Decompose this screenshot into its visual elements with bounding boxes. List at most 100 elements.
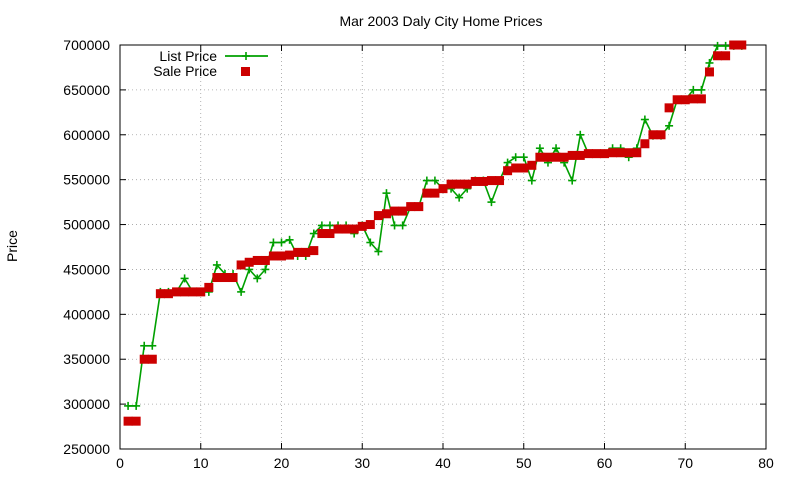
tick-labels: 0 10 20 30 40 50 60 70 80 250000 300000 350000 40000… — [63, 37, 774, 471]
x-tick-label: 0 — [116, 455, 124, 471]
data-point-list-price — [140, 341, 149, 350]
data-point-list-price — [705, 58, 714, 67]
data-point-sale-price — [600, 149, 609, 159]
data-point-sale-price — [591, 149, 601, 159]
data-point-list-price — [245, 265, 254, 274]
data-point-sale-price — [373, 211, 383, 221]
data-point-sale-price — [365, 220, 375, 230]
data-point-list-price — [689, 85, 698, 94]
data-point-sale-price — [357, 221, 367, 231]
data-point-sale-price — [180, 287, 190, 297]
data-point-sale-price — [664, 103, 674, 113]
data-point-list-price — [366, 238, 375, 247]
data-point-sale-price — [285, 250, 295, 260]
y-tick-label: 600000 — [63, 127, 110, 143]
data-point-list-price — [285, 235, 294, 244]
data-point-sale-price — [543, 152, 553, 162]
data-point-sale-price — [559, 152, 569, 162]
data-point-sale-price — [349, 224, 359, 234]
data-point-sale-price — [131, 416, 141, 426]
data-point-list-price — [374, 247, 383, 256]
data-point-sale-price — [155, 289, 165, 299]
data-point-sale-price — [656, 130, 666, 140]
legend-label-list-price: List Price — [159, 48, 217, 64]
data-point-sale-price — [333, 224, 343, 234]
x-tick-label: 80 — [758, 455, 774, 471]
y-tick-label: 250000 — [63, 441, 110, 457]
data-point-sale-price — [196, 287, 206, 297]
data-point-sale-price — [268, 251, 278, 261]
data-point-sale-price — [454, 179, 464, 189]
data-point-sale-price — [188, 287, 198, 297]
data-point-list-price — [519, 153, 528, 162]
data-point-sale-price — [398, 206, 408, 216]
x-tick-label: 50 — [516, 455, 532, 471]
data-point-sale-price — [172, 287, 182, 297]
data-point-sale-price — [721, 51, 731, 61]
data-point-sale-price — [648, 130, 658, 140]
data-point-sale-price — [446, 179, 456, 189]
data-point-sale-price — [729, 40, 739, 50]
data-point-list-price — [237, 287, 246, 296]
y-tick-label: 450000 — [63, 261, 110, 277]
data-point-sale-price — [567, 150, 577, 160]
x-tick-label: 30 — [354, 455, 370, 471]
data-point-sale-price — [583, 149, 593, 159]
data-point-sale-price — [511, 163, 521, 173]
data-point-sale-price — [147, 354, 157, 364]
data-point-list-price — [576, 130, 585, 139]
data-point-list-price — [455, 193, 464, 202]
data-point-sale-price — [462, 179, 472, 189]
data-point-list-price — [124, 401, 133, 410]
x-tick-label: 20 — [274, 455, 290, 471]
data-point-sale-price — [486, 176, 496, 186]
data-point-list-price — [261, 265, 270, 274]
data-point-list-price — [253, 274, 262, 283]
data-point-sale-price — [688, 94, 698, 104]
data-point-list-price — [422, 176, 431, 185]
chart-title: Mar 2003 Daly City Home Prices — [339, 13, 542, 29]
y-axis-label: Price — [4, 230, 20, 262]
data-point-sale-price — [672, 95, 682, 105]
data-point-list-price — [398, 221, 407, 230]
legend-label-sale-price: Sale Price — [153, 63, 217, 79]
data-point-sale-price — [341, 224, 351, 234]
data-point-list-price — [132, 401, 141, 410]
legend-marker-sale-price — [241, 67, 250, 76]
legend-plus-marker — [242, 52, 250, 60]
data-point-sale-price — [236, 260, 246, 270]
y-tick-label: 300000 — [63, 396, 110, 412]
data-point-sale-price — [252, 255, 262, 265]
data-point-sale-price — [430, 188, 440, 198]
axis-ticks — [119, 44, 767, 450]
data-point-sale-price — [277, 251, 286, 261]
data-point-sale-price — [713, 51, 723, 61]
data-point-sale-price — [680, 95, 690, 105]
data-point-list-price — [390, 221, 399, 230]
data-point-list-price — [527, 176, 536, 185]
data-point-sale-price — [519, 163, 529, 173]
data-point-sale-price — [414, 202, 424, 212]
legend-marker-list-price — [242, 52, 250, 60]
data-point-sale-price — [696, 94, 706, 104]
data-point-sale-price — [551, 152, 561, 162]
data-point-list-price — [511, 153, 520, 162]
data-point-sale-price — [244, 257, 254, 267]
data-point-sale-price — [220, 273, 230, 283]
y-tick-label: 700000 — [63, 37, 110, 53]
y-tick-label: 500000 — [63, 217, 110, 233]
grid — [120, 45, 766, 449]
data-point-sale-price — [495, 176, 505, 186]
data-point-sale-price — [381, 209, 391, 219]
data-point-list-price — [487, 198, 496, 207]
data-point-sale-price — [212, 273, 222, 283]
data-point-sale-price — [406, 202, 416, 212]
data-point-list-price — [325, 221, 334, 230]
y-tick-label: 650000 — [63, 82, 110, 98]
data-point-sale-price — [309, 246, 319, 256]
data-point-list-price — [503, 158, 512, 167]
data-point-sale-price — [228, 273, 238, 283]
data-point-sale-price — [293, 247, 303, 257]
series-sale-price — [123, 40, 747, 426]
